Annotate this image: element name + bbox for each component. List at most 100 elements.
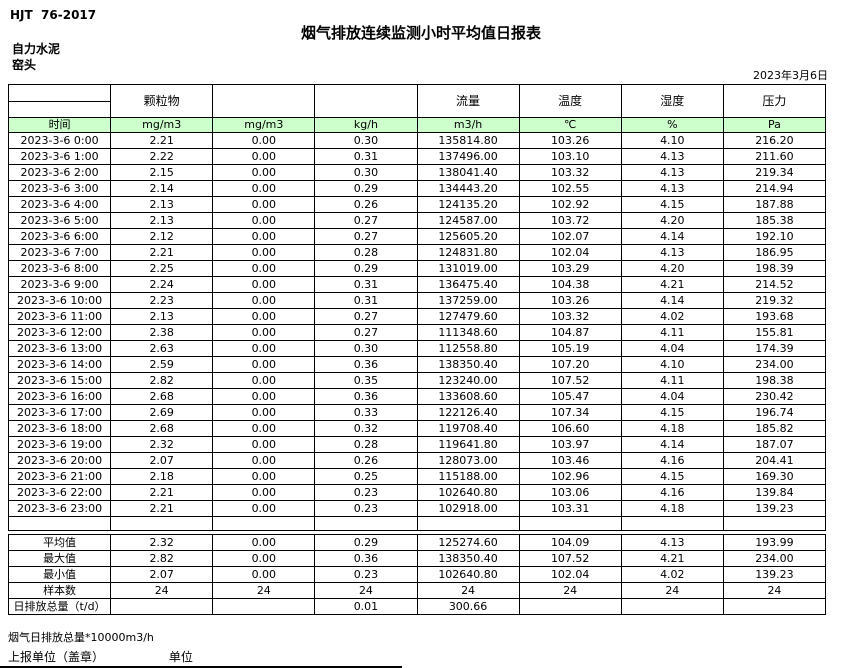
unit-kgh: kg/h bbox=[314, 117, 418, 133]
value-cell: 0.33 bbox=[314, 404, 418, 421]
value-cell: 0.00 bbox=[212, 356, 316, 373]
company-name: 自力水泥 bbox=[12, 42, 61, 56]
table-row: 2023-3-6 2:00 2.15 0.00 0.30 138041.40 103.32… bbox=[7, 164, 827, 181]
value-cell: 0.31 bbox=[314, 292, 418, 309]
value-cell: 24 bbox=[416, 582, 520, 599]
time-cell: 2023-3-6 11:00 bbox=[7, 308, 112, 325]
value-cell: 102918.00 bbox=[416, 500, 520, 517]
standard-code: HJT 76-2017 bbox=[10, 8, 97, 22]
value-cell: 2.82 bbox=[110, 550, 214, 567]
value-cell: 107.52 bbox=[518, 372, 622, 389]
value-cell: 137259.00 bbox=[416, 292, 520, 309]
value-cell: 2.13 bbox=[110, 196, 214, 213]
value-cell: 103.32 bbox=[518, 164, 622, 181]
value-cell: 0.26 bbox=[314, 196, 418, 213]
time-cell: 2023-3-6 20:00 bbox=[7, 452, 112, 469]
time-cell: 2023-3-6 13:00 bbox=[7, 340, 112, 357]
time-cell: 2023-3-6 8:00 bbox=[7, 260, 112, 277]
value-cell: 198.39 bbox=[722, 260, 827, 277]
value-cell: 2.32 bbox=[110, 436, 214, 453]
emission-total-note: 烟气日排放总量*10000m3/h bbox=[8, 631, 154, 644]
summary-row: 最小值 2.07 0.00 0.23 102640.80 102.04 4.02 139.23 bbox=[7, 566, 827, 583]
header-time-lower-cell bbox=[7, 101, 112, 118]
value-cell: 103.26 bbox=[518, 292, 622, 309]
value-cell: 127479.60 bbox=[416, 308, 520, 325]
value-cell: 2.38 bbox=[110, 324, 214, 341]
report-table: 颗粒物 流量 温度 湿度 压力 时间 mg/m3 mg/m3 kg/h m3/h… bbox=[7, 84, 827, 615]
reporting-unit-label: 上报单位（盖章） bbox=[8, 650, 105, 664]
value-cell: 0.00 bbox=[212, 324, 316, 341]
value-cell: 4.16 bbox=[620, 452, 724, 469]
value-cell: 0.36 bbox=[314, 388, 418, 405]
value-cell: 0.23 bbox=[314, 566, 418, 583]
value-cell: 193.99 bbox=[722, 534, 827, 551]
value-cell: 103.97 bbox=[518, 436, 622, 453]
value-cell: 138350.40 bbox=[416, 356, 520, 373]
value-cell: 198.38 bbox=[722, 372, 827, 389]
page-title: 烟气排放连续监测小时平均值日报表 bbox=[300, 24, 541, 42]
value-cell: 2.24 bbox=[110, 276, 214, 293]
value-cell: 4.15 bbox=[620, 468, 724, 485]
value-cell bbox=[110, 598, 214, 615]
value-cell: 103.72 bbox=[518, 212, 622, 229]
value-cell: 124831.80 bbox=[416, 244, 520, 261]
time-cell: 2023-3-6 7:00 bbox=[7, 244, 112, 261]
value-cell: 0.00 bbox=[212, 500, 316, 517]
value-cell bbox=[620, 598, 724, 615]
value-cell: 0.00 bbox=[212, 420, 316, 437]
value-cell: 134443.20 bbox=[416, 180, 520, 197]
value-cell: 0.35 bbox=[314, 372, 418, 389]
value-cell: 4.13 bbox=[620, 180, 724, 197]
table-row: 2023-3-6 12:00 2.38 0.00 0.27 111348.60 104.8… bbox=[7, 324, 827, 341]
time-cell: 2023-3-6 3:00 bbox=[7, 180, 112, 197]
time-cell: 2023-3-6 5:00 bbox=[7, 212, 112, 229]
value-cell: 139.23 bbox=[722, 566, 827, 583]
value-cell bbox=[314, 516, 418, 531]
value-cell: 4.10 bbox=[620, 356, 724, 373]
value-cell: 2.68 bbox=[110, 388, 214, 405]
value-cell: 4.14 bbox=[620, 292, 724, 309]
unit-m3h: m3/h bbox=[416, 117, 520, 133]
value-cell: 124135.20 bbox=[416, 196, 520, 213]
value-cell: 2.59 bbox=[110, 356, 214, 373]
value-cell: 125605.20 bbox=[416, 228, 520, 245]
value-cell: 104.09 bbox=[518, 534, 622, 551]
value-cell: 0.00 bbox=[212, 452, 316, 469]
header-empty-col3 bbox=[212, 84, 316, 118]
value-cell: 4.15 bbox=[620, 404, 724, 421]
value-cell: 119708.40 bbox=[416, 420, 520, 437]
time-cell: 2023-3-6 6:00 bbox=[7, 228, 112, 245]
value-cell: 102.07 bbox=[518, 228, 622, 245]
value-cell: 4.04 bbox=[620, 340, 724, 357]
table-row: 2023-3-6 1:00 2.22 0.00 0.31 137496.00 103.10… bbox=[7, 148, 827, 165]
value-cell bbox=[416, 516, 520, 531]
value-cell: 234.00 bbox=[722, 356, 827, 373]
value-cell: 0.00 bbox=[212, 534, 316, 551]
value-cell: 0.00 bbox=[212, 260, 316, 277]
summary-label-cell: 平均值 bbox=[7, 534, 112, 551]
value-cell: 102.55 bbox=[518, 180, 622, 197]
value-cell: 196.74 bbox=[722, 404, 827, 421]
summary-row: 日排放总量（t/d） 0.01 300.66 bbox=[7, 598, 827, 615]
value-cell: 0.01 bbox=[314, 598, 418, 615]
value-cell: 4.18 bbox=[620, 500, 724, 517]
value-cell: 300.66 bbox=[416, 598, 520, 615]
value-cell: 0.00 bbox=[212, 340, 316, 357]
report-date: 2023年3月6日 bbox=[753, 69, 828, 82]
table-row: 2023-3-6 21:00 2.18 0.00 0.25 115188.00 102.9… bbox=[7, 468, 827, 485]
value-cell: 0.23 bbox=[314, 500, 418, 517]
value-cell: 103.29 bbox=[518, 260, 622, 277]
value-cell: 128073.00 bbox=[416, 452, 520, 469]
table-row: 2023-3-6 10:00 2.23 0.00 0.31 137259.00 103.2… bbox=[7, 292, 827, 309]
value-cell: 122126.40 bbox=[416, 404, 520, 421]
value-cell: 219.32 bbox=[722, 292, 827, 309]
value-cell: 0.30 bbox=[314, 340, 418, 357]
value-cell: 0.27 bbox=[314, 212, 418, 229]
value-cell: 4.20 bbox=[620, 212, 724, 229]
value-cell: 0.29 bbox=[314, 260, 418, 277]
value-cell: 112558.80 bbox=[416, 340, 520, 357]
value-cell bbox=[620, 516, 724, 531]
footer-labels: 上报单位（盖章） 单位 bbox=[8, 648, 193, 665]
value-cell bbox=[110, 516, 214, 531]
value-cell: 234.00 bbox=[722, 550, 827, 567]
